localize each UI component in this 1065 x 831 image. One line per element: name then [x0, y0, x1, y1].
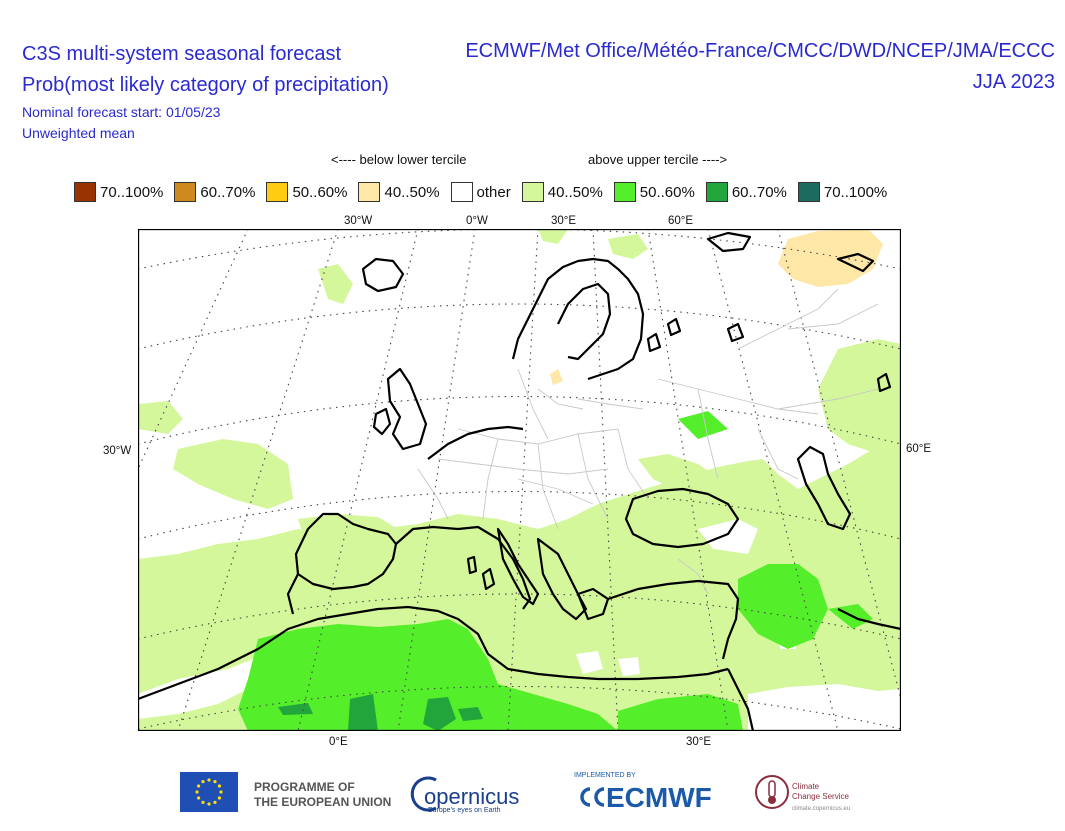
region-green-mid	[238, 411, 873, 731]
legend-swatch	[521, 182, 544, 202]
legend-label: 50..60%	[639, 183, 695, 201]
lon-label-bottom: 0°E	[329, 736, 348, 748]
legend-item: 50..60%	[266, 182, 347, 202]
legend-swatch	[613, 182, 636, 202]
graticule	[138, 229, 901, 731]
title-line-2: Prob(most likely category of precipitati…	[22, 74, 389, 96]
legend-label: other	[476, 183, 511, 201]
region-tan	[550, 229, 883, 385]
ecmwf-waves-icon	[580, 787, 605, 807]
forecast-start: Nominal forecast start: 01/05/23	[22, 104, 221, 120]
mean-type: Unweighted mean	[22, 125, 135, 141]
copernicus-tagline: Europe's eyes on Earth	[428, 807, 501, 814]
legend-label: 40..50%	[384, 183, 440, 201]
eu-text-1: PROGRAMME OF	[254, 780, 355, 794]
lon-label-top: 30°W	[344, 215, 373, 227]
ecmwf-logo: ECMWF	[606, 782, 712, 813]
legend-above-caption: above upper tercile ---->	[588, 152, 728, 167]
legend: 70..100% 60..70% 50..60% 40..50% other 4…	[74, 182, 898, 202]
country-borders	[417, 288, 879, 595]
legend-swatch	[174, 182, 197, 202]
map-frame	[138, 229, 901, 731]
lat-label-left: 30°W	[103, 445, 132, 457]
legend-item: 60..70%	[705, 182, 787, 202]
legend-item: 70..100%	[74, 182, 163, 202]
legend-item: 70..100%	[797, 182, 888, 202]
legend-label: 40..50%	[547, 183, 603, 201]
legend-swatch	[358, 182, 381, 202]
lon-label-top: 30°E	[551, 215, 577, 227]
season-label: JJA 2023	[972, 71, 1055, 93]
c3s-url: climate.copernicus.eu	[792, 806, 851, 812]
legend-label: 60..70%	[731, 183, 787, 201]
region-green-dark	[278, 694, 483, 731]
lon-label-bottom: 30°E	[686, 736, 712, 748]
legend-swatch	[74, 182, 96, 202]
eu-stars-icon	[195, 778, 223, 806]
legend-label: 50..60%	[292, 183, 348, 201]
eu-text-2: THE EUROPEAN UNION	[254, 795, 392, 809]
copernicus-c-icon	[410, 776, 437, 812]
legend-swatch	[797, 182, 820, 202]
lon-label-top: 0°W	[466, 215, 488, 227]
implemented-by: IMPLEMENTED BY	[574, 772, 636, 779]
legend-label: 60..70%	[200, 183, 256, 201]
c3s-text-2: Change Service	[792, 792, 849, 801]
systems-list: ECMWF/Met Office/Météo-France/CMCC/DWD/N…	[465, 40, 1055, 62]
legend-label: 70..100%	[823, 183, 888, 201]
legend-item: other	[450, 182, 511, 202]
coastlines	[138, 231, 901, 731]
c3s-text-1: Climate	[792, 782, 820, 791]
legend-item: 40..50%	[521, 182, 603, 202]
lat-label-right: 60°E	[906, 443, 932, 455]
legend-below-caption: <---- below lower tercile	[331, 152, 467, 167]
forecast-map	[138, 229, 901, 731]
legend-swatch	[450, 182, 473, 202]
legend-label: 70..100%	[100, 183, 164, 201]
title-line-1: C3S multi-system seasonal forecast	[22, 43, 342, 65]
copernicus-logo: opernicus	[424, 784, 520, 809]
lon-label-top: 60°E	[668, 215, 694, 227]
legend-item: 60..70%	[174, 182, 255, 202]
legend-item: 40..50%	[358, 182, 440, 202]
legend-swatch	[705, 182, 728, 202]
legend-item: 50..60%	[613, 182, 695, 202]
c3s-thermometer-icon	[755, 775, 789, 809]
legend-swatch	[266, 182, 289, 202]
